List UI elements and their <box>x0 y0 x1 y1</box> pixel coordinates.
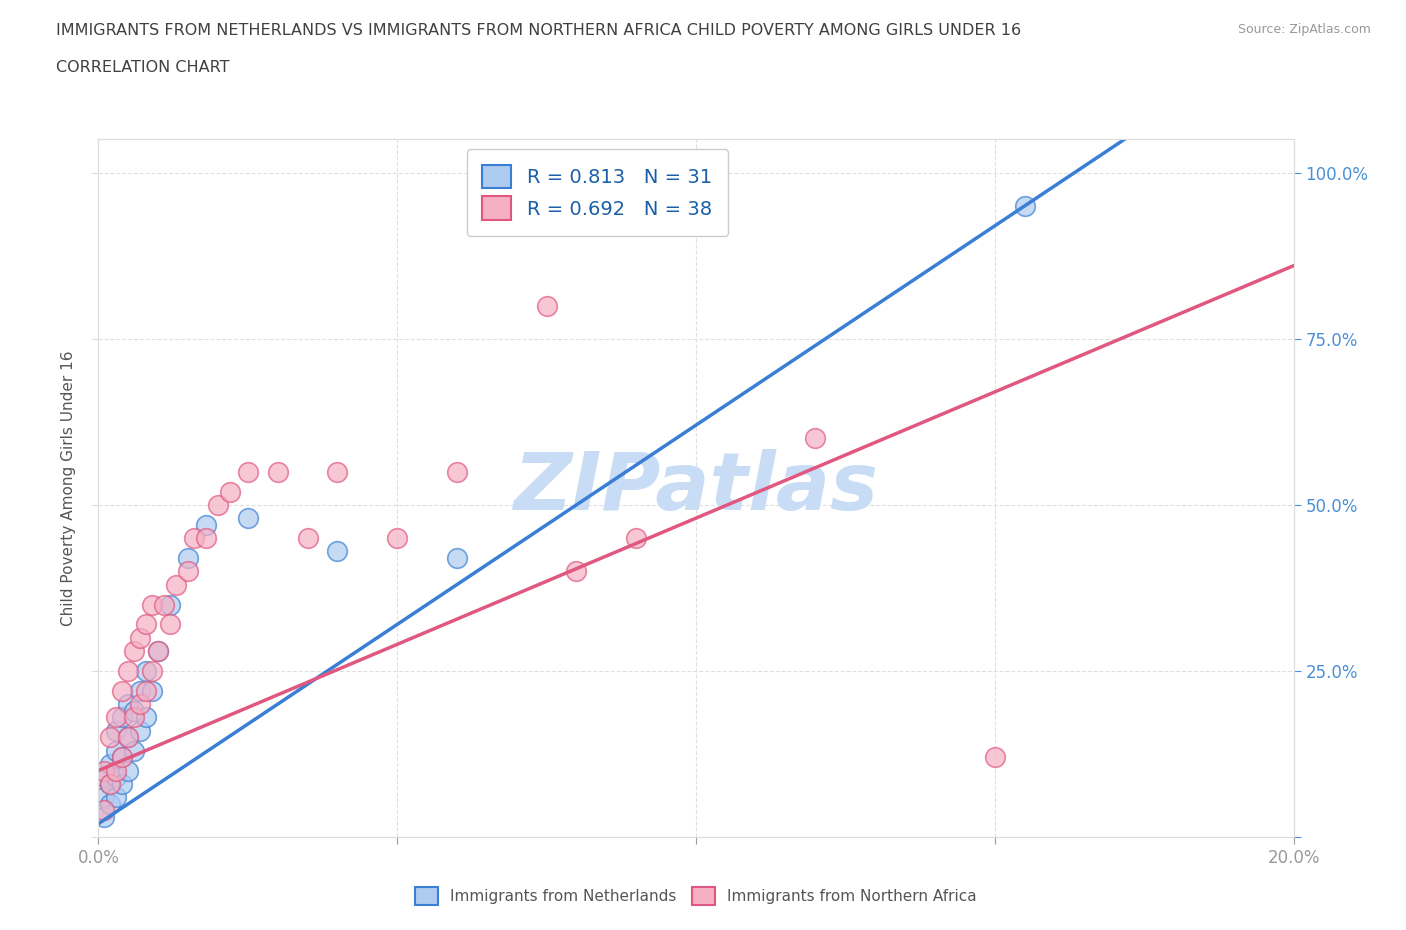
Point <box>135 684 157 698</box>
Point <box>100 730 122 745</box>
Point <box>326 544 349 559</box>
Point <box>165 578 187 592</box>
Point <box>117 697 139 711</box>
Point <box>1014 198 1036 213</box>
Point <box>117 730 139 745</box>
Text: Source: ZipAtlas.com: Source: ZipAtlas.com <box>1237 23 1371 36</box>
Point <box>100 756 122 771</box>
Point <box>105 710 128 724</box>
Point <box>129 631 152 645</box>
Point <box>195 517 218 532</box>
Point <box>93 790 115 804</box>
Point <box>93 770 115 785</box>
Point <box>446 551 468 565</box>
Point <box>236 511 259 525</box>
Point <box>111 750 134 764</box>
Legend: Immigrants from Netherlands, Immigrants from Northern Africa: Immigrants from Netherlands, Immigrants … <box>408 879 984 913</box>
Point <box>297 531 319 546</box>
Point <box>207 498 229 512</box>
Point <box>446 464 468 479</box>
Point <box>159 617 181 631</box>
Point <box>141 597 163 612</box>
Point <box>117 730 139 745</box>
Text: ZIPatlas: ZIPatlas <box>513 449 879 527</box>
Point <box>177 564 200 578</box>
Point <box>111 777 134 791</box>
Point <box>984 750 1007 764</box>
Point <box>124 743 146 758</box>
Point <box>100 777 122 791</box>
Point <box>153 597 176 612</box>
Text: CORRELATION CHART: CORRELATION CHART <box>56 60 229 75</box>
Point <box>105 764 128 778</box>
Point <box>124 644 146 658</box>
Point <box>100 796 122 811</box>
Point <box>135 617 157 631</box>
Point <box>135 710 157 724</box>
Point <box>100 777 122 791</box>
Point <box>129 724 152 738</box>
Point <box>135 663 157 678</box>
Point <box>536 299 558 313</box>
Point <box>111 684 134 698</box>
Point <box>177 551 200 565</box>
Point <box>111 710 134 724</box>
Point <box>93 764 115 778</box>
Point <box>385 531 409 546</box>
Point <box>105 743 128 758</box>
Point <box>111 750 134 764</box>
Point <box>148 644 170 658</box>
Point <box>105 770 128 785</box>
Point <box>565 564 588 578</box>
Point <box>105 790 128 804</box>
Text: IMMIGRANTS FROM NETHERLANDS VS IMMIGRANTS FROM NORTHERN AFRICA CHILD POVERTY AMO: IMMIGRANTS FROM NETHERLANDS VS IMMIGRANT… <box>56 23 1021 38</box>
Point <box>236 464 259 479</box>
Point <box>129 697 152 711</box>
Point <box>141 684 163 698</box>
Point <box>124 703 146 718</box>
Point <box>141 663 163 678</box>
Point <box>129 684 152 698</box>
Point <box>117 663 139 678</box>
Point <box>93 810 115 825</box>
Point <box>117 764 139 778</box>
Point <box>626 531 648 546</box>
Point <box>326 464 349 479</box>
Point <box>159 597 181 612</box>
Y-axis label: Child Poverty Among Girls Under 16: Child Poverty Among Girls Under 16 <box>60 351 76 626</box>
Point <box>105 724 128 738</box>
Point <box>195 531 218 546</box>
Point <box>804 431 827 445</box>
Point <box>183 531 205 546</box>
Point <box>124 710 146 724</box>
Point <box>93 803 115 817</box>
Point <box>219 485 242 499</box>
Point <box>267 464 290 479</box>
Point <box>148 644 170 658</box>
